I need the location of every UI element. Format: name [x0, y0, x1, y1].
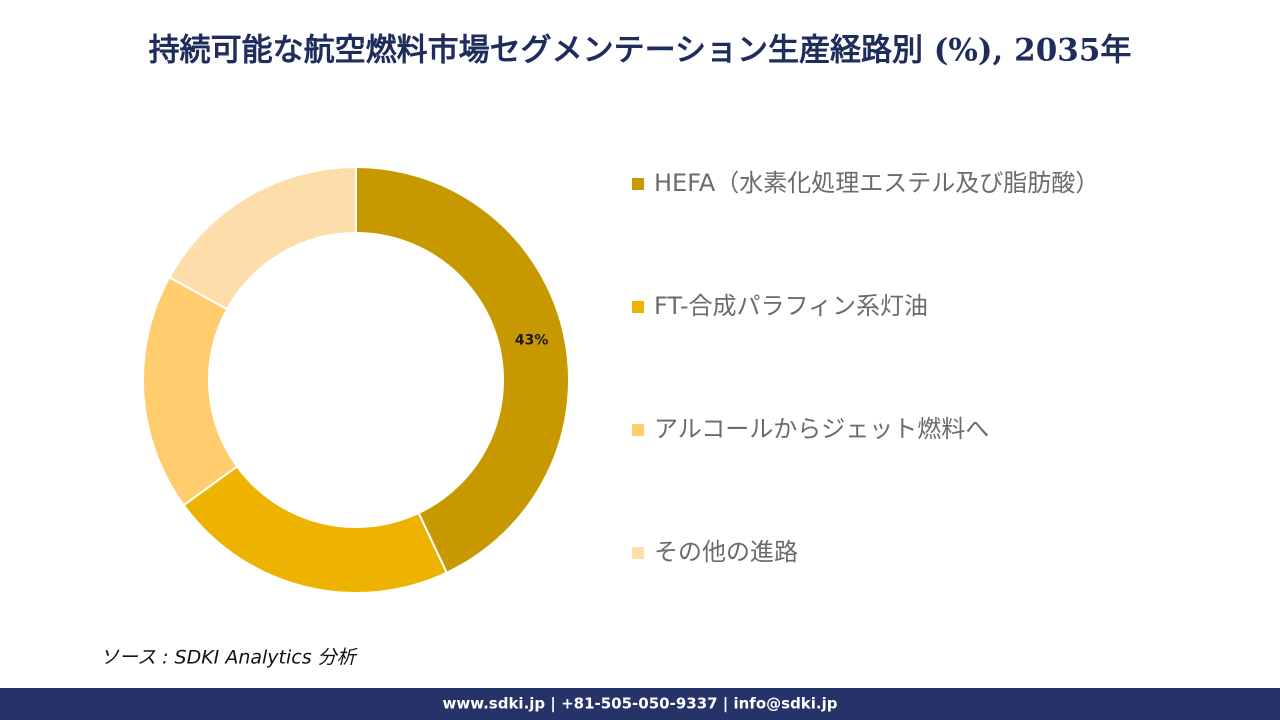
legend-label: HEFA（水素化処理エステル及び脂肪酸）: [654, 169, 1099, 197]
footer-text: www.sdki.jp | +81-505-050-9337 | info@sd…: [442, 695, 837, 714]
legend-swatch: [632, 178, 644, 190]
legend-swatch: [632, 547, 644, 559]
donut-slice: [182, 465, 449, 594]
donut: 43%: [142, 165, 570, 594]
value-label: 43%: [515, 333, 549, 349]
legend: HEFA（水素化処理エステル及び脂肪酸） FT-合成パラフィン系灯油アルコールから…: [632, 169, 1099, 566]
legend-swatch: [632, 301, 644, 313]
footer-bar: [0, 688, 1280, 720]
donut-slice: [355, 165, 570, 575]
donut-slice: [167, 165, 357, 311]
donut-slice: [142, 276, 239, 507]
legend-swatch: [632, 424, 644, 436]
source: ソース : SDKI Analytics 分析: [100, 647, 359, 669]
legend-label: アルコールからジェット燃料へ: [654, 415, 989, 443]
legend-label: その他の進路: [654, 538, 798, 566]
legend-label: FT-合成パラフィン系灯油: [654, 292, 928, 320]
chart-title: 持続可能な航空燃料市場セグメンテーション生産経路別 (%), 2035年: [149, 33, 1132, 69]
